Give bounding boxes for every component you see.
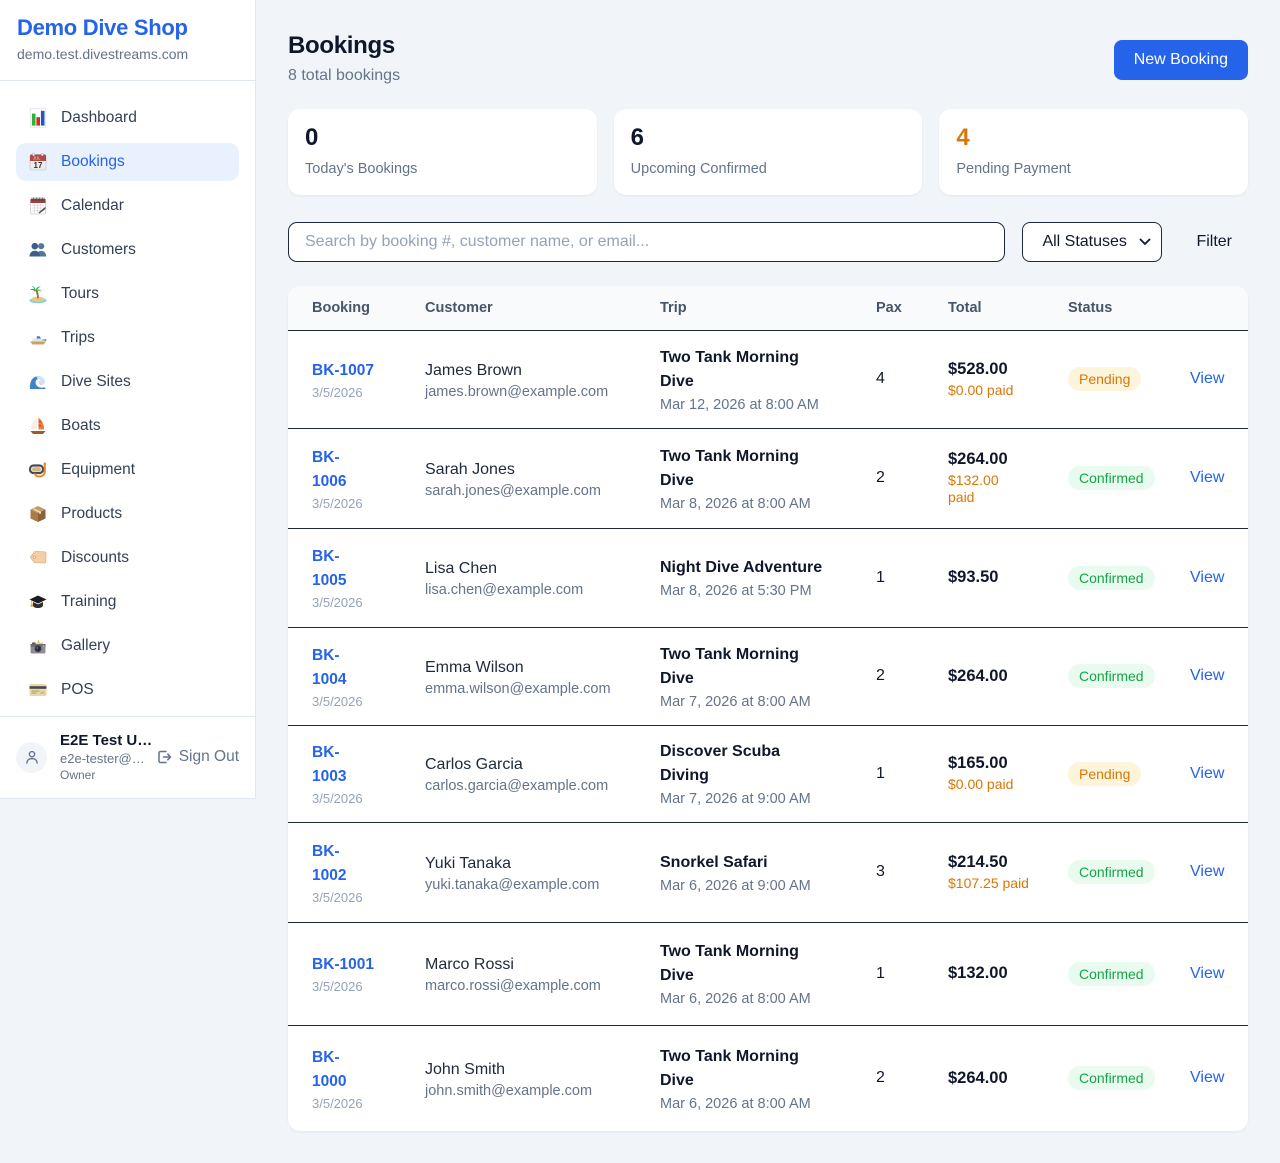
svg-text:17: 17 [34, 161, 43, 170]
svg-text:JUL: JUL [33, 156, 41, 161]
